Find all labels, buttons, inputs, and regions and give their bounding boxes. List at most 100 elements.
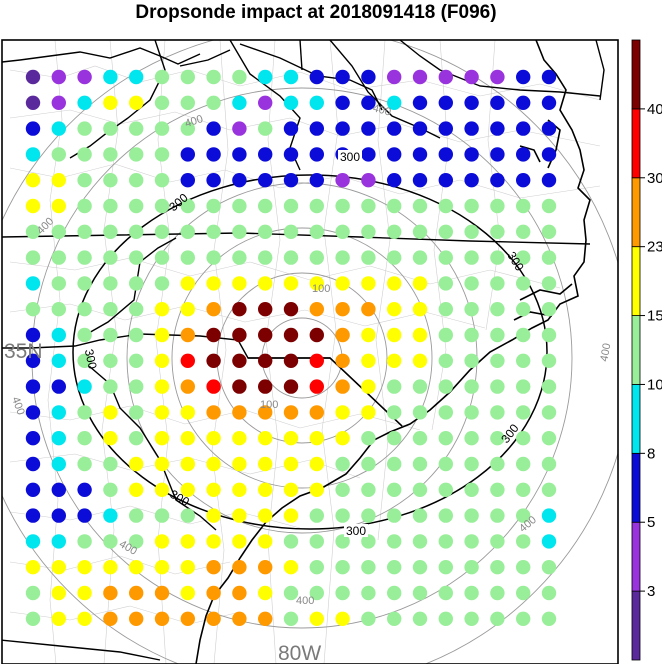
dropsonde-point <box>103 69 118 85</box>
dropsonde-point <box>361 456 376 472</box>
dropsonde-point <box>25 456 41 472</box>
dropsonde-point <box>180 534 195 549</box>
dropsonde-point <box>335 482 350 497</box>
dropsonde-point <box>258 560 273 575</box>
colorbar-swatch <box>631 39 641 110</box>
dropsonde-point <box>232 173 247 188</box>
dropsonde-point <box>232 95 247 111</box>
dropsonde-point <box>516 405 531 420</box>
dropsonde-point <box>490 224 505 239</box>
dropsonde-point <box>309 611 324 626</box>
dropsonde-point <box>283 353 299 368</box>
dropsonde-point <box>25 198 41 214</box>
dropsonde-point <box>180 353 195 368</box>
dropsonde-point <box>464 327 479 343</box>
dropsonde-point <box>180 508 195 523</box>
dropsonde-point <box>541 276 557 291</box>
dropsonde-point <box>232 405 247 420</box>
dropsonde-point <box>180 121 195 136</box>
dropsonde-point <box>283 302 299 317</box>
dropsonde-point <box>438 456 453 472</box>
dropsonde-point <box>258 456 273 472</box>
dropsonde-point <box>361 198 376 214</box>
dropsonde-point <box>258 95 273 111</box>
dropsonde-point <box>51 147 66 162</box>
dropsonde-point <box>387 585 402 601</box>
dropsonde-point <box>154 147 170 162</box>
dropsonde-point <box>154 534 170 549</box>
dropsonde-point <box>283 69 299 85</box>
dropsonde-point <box>516 327 531 343</box>
dropsonde-point <box>232 353 247 368</box>
dropsonde-point <box>51 173 66 188</box>
dropsonde-point <box>180 405 195 420</box>
dropsonde-point <box>516 173 531 188</box>
dropsonde-point <box>309 173 324 188</box>
dropsonde-point <box>361 611 376 626</box>
dropsonde-point <box>464 379 479 394</box>
dropsonde-point <box>438 431 453 446</box>
dropsonde-point <box>387 276 402 291</box>
dropsonde-point <box>464 198 479 214</box>
colorbar-tick-label: 23 <box>647 239 662 256</box>
dropsonde-point <box>309 353 324 368</box>
colorbar-tick-label: 40 <box>647 101 662 118</box>
dropsonde-point <box>335 353 350 368</box>
dropsonde-point <box>77 95 92 111</box>
dropsonde-point <box>464 405 479 420</box>
dropsonde-point <box>103 585 118 601</box>
dropsonde-point <box>464 611 479 626</box>
dropsonde-point <box>438 69 453 85</box>
dropsonde-point <box>438 405 453 420</box>
dropsonde-point <box>77 353 92 368</box>
dropsonde-point <box>103 405 118 420</box>
dropsonde-point <box>541 534 557 549</box>
dropsonde-point <box>206 69 221 85</box>
dropsonde-point <box>103 560 118 575</box>
dropsonde-point <box>129 224 144 239</box>
dropsonde-point <box>232 276 247 291</box>
dropsonde-point <box>283 276 299 291</box>
dropsonde-point <box>77 379 92 394</box>
dropsonde-point <box>361 431 376 446</box>
dropsonde-point <box>206 431 221 446</box>
dropsonde-point <box>541 250 557 265</box>
dropsonde-point <box>77 121 92 136</box>
track-line <box>248 357 403 427</box>
dropsonde-point <box>412 611 428 626</box>
dropsonde-point <box>361 534 376 549</box>
dropsonde-point <box>438 95 453 111</box>
dropsonde-point <box>51 405 66 420</box>
dropsonde-point <box>154 482 170 497</box>
dropsonde-point <box>387 456 402 472</box>
dropsonde-point <box>283 224 299 239</box>
longitude-label: 80W <box>278 642 321 664</box>
dropsonde-point <box>541 482 557 497</box>
dropsonde-point <box>335 611 350 626</box>
dropsonde-point <box>103 379 118 394</box>
dropsonde-point <box>335 95 350 111</box>
dropsonde-point <box>77 276 92 291</box>
dropsonde-point <box>335 534 350 549</box>
dropsonde-point <box>387 121 402 136</box>
dropsonde-point <box>335 198 350 214</box>
dropsonde-point <box>309 198 324 214</box>
dropsonde-point <box>206 198 221 214</box>
contour-label-400: 400 <box>371 102 392 118</box>
dropsonde-point <box>154 379 170 394</box>
dropsonde-point <box>154 69 170 85</box>
dropsonde-point <box>154 611 170 626</box>
dropsonde-point <box>206 302 221 317</box>
dropsonde-point <box>283 250 299 265</box>
dropsonde-point <box>180 224 195 239</box>
dropsonde-point <box>335 456 350 472</box>
dropsonde-point <box>129 327 144 343</box>
contour-label-300: 300 <box>82 348 100 371</box>
dropsonde-point <box>309 121 324 136</box>
dropsonde-point <box>541 173 557 188</box>
dropsonde-point <box>490 379 505 394</box>
dropsonde-point <box>387 534 402 549</box>
dropsonde-point <box>387 405 402 420</box>
dropsonde-point <box>129 69 144 85</box>
dropsonde-point <box>154 431 170 446</box>
